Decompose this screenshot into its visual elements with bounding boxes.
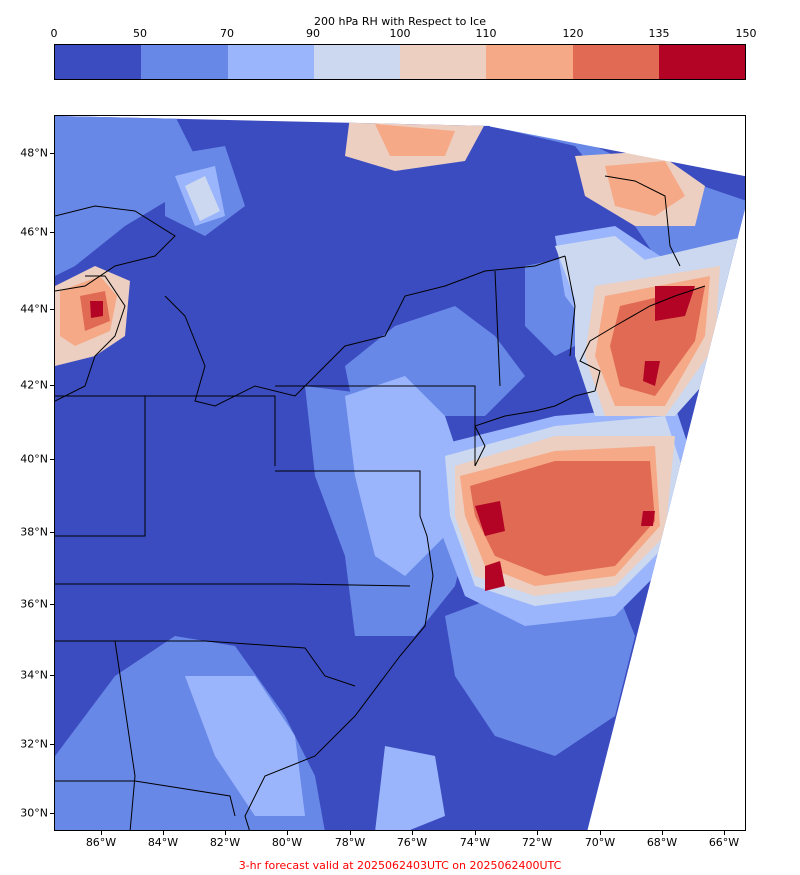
colorbar-tick-label: 90 (306, 27, 320, 40)
lon-tick (350, 831, 351, 835)
colorbar-tick-label: 150 (735, 27, 757, 40)
lon-tick (412, 831, 413, 835)
lon-label: 72°W (521, 836, 553, 849)
lat-tick (50, 153, 54, 154)
lat-tick (50, 309, 54, 310)
field-120-135 (470, 461, 655, 576)
domain-edge (489, 125, 745, 177)
lat-label: 38°N (20, 525, 48, 539)
lat-label: 30°N (20, 806, 48, 820)
field-135-150 (90, 301, 103, 318)
field-135-150 (643, 361, 660, 386)
coastline (244, 515, 434, 830)
field-70-90 (375, 746, 445, 830)
lat-tick (50, 459, 54, 460)
lat-label: 32°N (20, 737, 48, 751)
lon-tick (163, 831, 164, 835)
lon-label: 74°W (459, 836, 491, 849)
colorbar-segment (658, 45, 745, 79)
lat-label: 42°N (20, 378, 48, 392)
state-border (55, 640, 356, 687)
rh-contour-map (55, 116, 745, 830)
lon-label: 68°W (646, 836, 678, 849)
lon-label: 66°W (708, 836, 740, 849)
field-135-150 (655, 286, 695, 321)
lat-tick (50, 813, 54, 814)
lon-label: 82°W (209, 836, 241, 849)
field-50-70 (445, 586, 635, 756)
colorbar-segment (313, 45, 400, 79)
colorbar-segment (141, 45, 228, 79)
state-border (140, 395, 276, 466)
lat-tick (50, 675, 54, 676)
state-border (494, 270, 501, 387)
lon-tick (600, 831, 601, 835)
lat-label: 44°N (20, 302, 48, 316)
forecast-valid-caption: 3-hr forecast valid at 2025062403UTC on … (238, 859, 562, 872)
coastlines-and-borders (55, 175, 706, 830)
lon-tick (475, 831, 476, 835)
lon-tick (724, 831, 725, 835)
lat-tick (50, 532, 54, 533)
lat-label: 48°N (20, 146, 48, 160)
colorbar-tick-label: 100 (389, 27, 411, 40)
state-border (564, 255, 576, 357)
coastline (55, 205, 176, 292)
lon-tick (662, 831, 663, 835)
state-border (55, 583, 411, 587)
colorbar-tick-label: 120 (562, 27, 584, 40)
colorbar-segment (486, 45, 573, 79)
colorbar-tick-label: 135 (648, 27, 670, 40)
map-panel (54, 115, 746, 831)
field-50-70 (55, 116, 195, 276)
lon-tick (287, 831, 288, 835)
field-135-150 (485, 561, 505, 591)
lon-tick (225, 831, 226, 835)
field-135-150 (641, 511, 655, 526)
colorbar (54, 44, 746, 80)
colorbar-segment (400, 45, 487, 79)
field-110-120 (605, 161, 685, 216)
lon-tick (537, 831, 538, 835)
lat-label: 40°N (20, 452, 48, 466)
colorbar-tick-label: 50 (133, 27, 147, 40)
coastline (164, 255, 566, 407)
lat-tick (50, 232, 54, 233)
coastline (474, 390, 596, 467)
lat-tick (50, 604, 54, 605)
lon-label: 80°W (271, 836, 303, 849)
state-border (114, 640, 136, 830)
field-135-150 (475, 501, 505, 536)
colorbar-tick-label: 110 (475, 27, 497, 40)
state-border (55, 395, 146, 537)
lat-label: 34°N (20, 668, 48, 682)
field-70-90 (185, 676, 305, 816)
lon-tick (101, 831, 102, 835)
state-border (604, 175, 681, 267)
colorbar-segment (55, 45, 142, 79)
lon-label: 70°W (584, 836, 616, 849)
lat-label: 36°N (20, 597, 48, 611)
lon-label: 76°W (396, 836, 428, 849)
colorbar-segment (227, 45, 314, 79)
colorbar-tick-label: 70 (220, 27, 234, 40)
state-border (55, 780, 236, 817)
field-110-120 (375, 124, 455, 156)
colorbar-tick-label: 0 (50, 27, 58, 40)
field-70-90 (345, 376, 465, 576)
lat-label: 46°N (20, 225, 48, 239)
lat-tick (50, 744, 54, 745)
coastline (579, 285, 706, 392)
colorbar-segment (572, 45, 659, 79)
lon-label: 86°W (85, 836, 117, 849)
coastline (55, 275, 126, 402)
field-90-100 (185, 176, 220, 221)
state-border (275, 470, 421, 516)
lon-label: 78°W (334, 836, 366, 849)
lon-label: 84°W (147, 836, 179, 849)
lat-tick (50, 385, 54, 386)
colorbar-title: 200 hPa RH with Respect to Ice (314, 15, 486, 28)
